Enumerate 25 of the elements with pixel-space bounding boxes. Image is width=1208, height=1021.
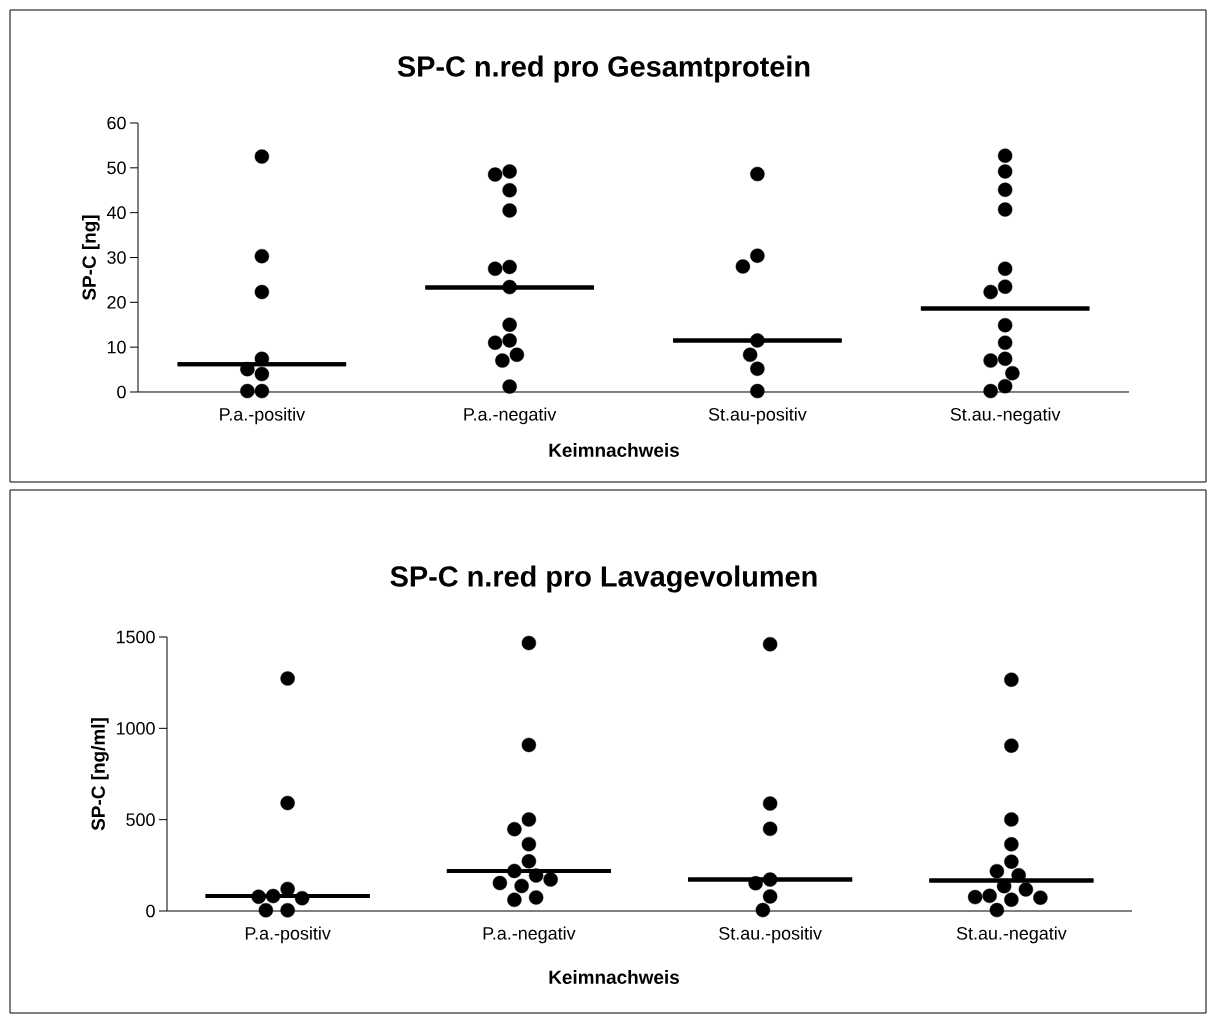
y-tick-label: 1000: [116, 721, 155, 735]
y-tick-label: 10: [107, 340, 126, 354]
x-tick-label: P.a.-negativ: [464, 407, 557, 425]
y-tick-label: 0: [117, 385, 126, 399]
y-tick-label: 1500: [116, 630, 155, 644]
y-tick-label: 30: [107, 251, 126, 264]
x-tick-label: St.au.-negativ: [950, 407, 1061, 425]
y-tick-label: 0: [146, 904, 155, 918]
x-tick-label: St.au.-positiv: [719, 926, 822, 944]
x-axis-title: Keimnachweis: [549, 443, 679, 457]
x-tick-label: St.au-positiv: [708, 407, 807, 425]
chart-title: SP-C n.red pro Lavagevolumen: [390, 565, 817, 593]
x-tick-label: St.au.-negativ: [956, 926, 1067, 944]
y-axis-title: SP-C [ng]: [81, 215, 100, 301]
chart-title: SP-C n.red pro Gesamtprotein: [397, 55, 810, 83]
y-tick-label: 40: [106, 206, 126, 219]
y-tick-label: 20: [107, 295, 126, 309]
y-axis-title: SP-C [ng/ml]: [91, 718, 109, 831]
x-axis-title: Keimnachweis: [549, 970, 679, 984]
y-tick-label: 50: [107, 161, 126, 175]
y-tick-label: 500: [126, 813, 155, 827]
x-tick-label: P.a.-positiv: [220, 407, 306, 425]
y-tick-label: 60: [107, 116, 126, 130]
x-tick-label: P.a.-positiv: [245, 926, 331, 944]
x-tick-label: P.a.-negativ: [483, 926, 576, 944]
